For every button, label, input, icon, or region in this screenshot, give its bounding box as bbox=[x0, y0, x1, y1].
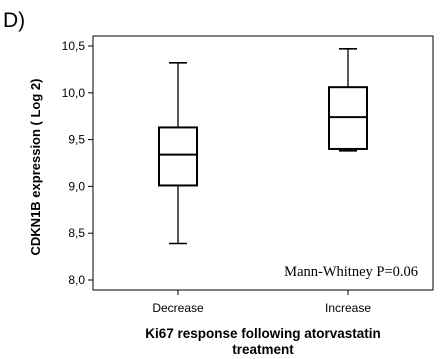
y-tick-label: 9,5 bbox=[68, 133, 85, 147]
box-decrease bbox=[158, 62, 198, 245]
iqr-box bbox=[158, 126, 198, 187]
x-axis-label-line-2: treatment bbox=[232, 342, 294, 357]
x-tick-label-decrease: Decrease bbox=[152, 301, 204, 315]
x-tick-label-increase: Increase bbox=[325, 301, 371, 315]
plot-frame bbox=[92, 35, 434, 291]
y-tick-label: 8,0 bbox=[68, 273, 85, 287]
x-axis-label-line-1: Ki67 response following atorvastatin bbox=[145, 326, 381, 341]
y-tick-label: 10,5 bbox=[62, 39, 86, 53]
panel-label: D) bbox=[3, 9, 25, 32]
y-axis-label: CDKN1B expression ( Log 2) bbox=[28, 79, 43, 256]
mann-whitney-annotation: Mann-Whitney P=0.06 bbox=[284, 264, 418, 280]
box-increase bbox=[328, 48, 368, 152]
y-tick-label: 8,5 bbox=[68, 226, 85, 240]
y-tick-label: 9,0 bbox=[68, 179, 85, 193]
y-tick-label: 10,0 bbox=[62, 86, 86, 100]
